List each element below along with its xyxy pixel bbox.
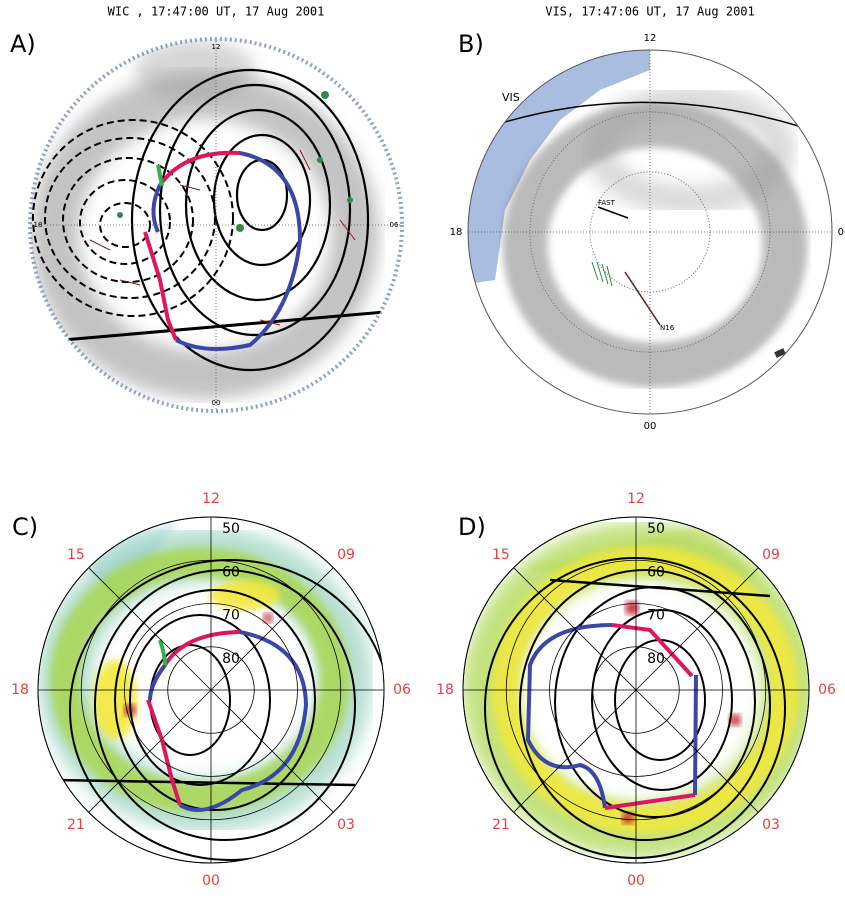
hour-line [88, 689, 212, 813]
hour-label: 00 [202, 873, 220, 889]
hour-line [635, 689, 759, 813]
hour-label: 06 [818, 682, 836, 698]
latitude-label: 70 [222, 608, 240, 624]
latitude-label: 50 [222, 521, 240, 537]
panel-label: D) [458, 513, 486, 541]
latitude-label: 50 [647, 521, 665, 537]
latitude-label: 80 [647, 651, 665, 667]
panel-title: WIC , 17:47:00 UT, 17 Aug 2001 [108, 5, 325, 19]
hour-label: 09 [762, 547, 780, 563]
hour-line [88, 567, 212, 691]
hour-label: 09 [337, 547, 355, 563]
latitude-label: 60 [647, 564, 665, 580]
hour-line [635, 567, 759, 691]
hour-line [513, 567, 637, 691]
annotation: VIS [502, 91, 520, 104]
latitude-label: 70 [647, 608, 665, 624]
hour-label: 12 [627, 491, 645, 507]
hour-line [210, 567, 334, 691]
hour-label: 18 [450, 227, 463, 238]
hour-line [210, 689, 334, 813]
hour-line [513, 689, 637, 813]
latitude-label: 80 [222, 651, 240, 667]
hour-label: 21 [67, 817, 85, 833]
panel-c-imagery [38, 520, 384, 861]
hour-label: 06 [393, 682, 411, 698]
hour-label: 06 [390, 221, 399, 229]
panel-label: A) [10, 30, 36, 58]
outer-circle [462, 516, 810, 864]
annotation: FAST [598, 199, 616, 207]
hour-label: 12 [212, 43, 221, 51]
panel-label: C) [12, 513, 38, 541]
panel-label: B) [458, 30, 484, 58]
hour-label: 18 [436, 682, 454, 698]
hour-label: 00 [644, 421, 657, 432]
hour-label: 18 [34, 221, 43, 229]
hour-label: 00 [212, 399, 221, 407]
panel-title: VIS, 17:47:06 UT, 17 Aug 2001 [545, 5, 755, 19]
hour-label: 21 [492, 817, 510, 833]
hour-label: 03 [337, 817, 355, 833]
hour-label: 15 [492, 547, 510, 563]
panel-b-imagery: FAST N16 VIS [467, 49, 833, 415]
hour-label: 18 [11, 682, 29, 698]
hour-label: 12 [202, 491, 220, 507]
outer-circle [37, 516, 385, 864]
latitude-label: 60 [222, 564, 240, 580]
annotation: N16 [660, 324, 675, 332]
hour-label: 12 [644, 33, 657, 44]
hour-label: 15 [67, 547, 85, 563]
hour-label: 03 [762, 817, 780, 833]
hour-label: 00 [627, 873, 645, 889]
hour-label: 06 [838, 227, 845, 238]
